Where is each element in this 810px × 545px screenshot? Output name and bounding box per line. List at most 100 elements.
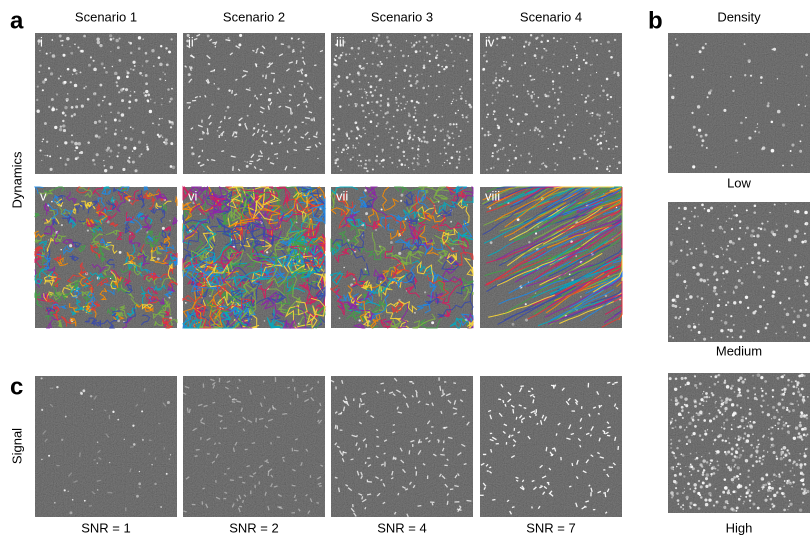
spot (708, 498, 711, 501)
spot (72, 499, 74, 501)
spot (778, 418, 780, 420)
spot (59, 128, 62, 131)
spot (395, 66, 397, 68)
spot (556, 40, 558, 42)
spot (65, 416, 67, 418)
spot (707, 303, 708, 304)
spot (743, 330, 746, 333)
spot (610, 56, 613, 59)
spot (566, 42, 567, 43)
spot (124, 439, 125, 440)
spot (608, 122, 611, 125)
spot (731, 453, 734, 456)
spot (712, 466, 715, 469)
spot (802, 396, 804, 398)
spot (567, 123, 569, 125)
spot (168, 458, 170, 460)
spot (48, 67, 50, 69)
spot (444, 147, 446, 149)
spot (468, 158, 470, 160)
spot (710, 473, 712, 475)
spot (400, 200, 402, 202)
spot (333, 86, 335, 88)
spot (395, 47, 396, 48)
spot (301, 84, 303, 86)
spot (776, 280, 779, 283)
spot (545, 166, 547, 168)
spot (453, 99, 454, 100)
spot (798, 375, 801, 378)
spot (727, 491, 730, 494)
spot (399, 93, 400, 94)
streak (398, 493, 399, 495)
spot (441, 116, 443, 118)
spot (119, 59, 122, 62)
spot (62, 112, 65, 115)
spot (375, 159, 378, 162)
spot (767, 102, 769, 104)
spot (511, 130, 513, 132)
spot (143, 92, 144, 93)
spot (271, 142, 273, 144)
spot (507, 80, 509, 82)
spot (745, 496, 747, 498)
spot (780, 457, 783, 460)
spot (727, 329, 729, 331)
spot (122, 88, 124, 90)
spot (744, 74, 746, 76)
spot (701, 204, 704, 207)
spot (75, 72, 77, 74)
spot (731, 447, 734, 450)
spot (417, 154, 418, 155)
spot (798, 432, 801, 435)
streak (444, 440, 445, 443)
spot (798, 388, 799, 389)
spot (528, 153, 530, 155)
spot (614, 39, 616, 41)
spot (47, 155, 49, 157)
spot (533, 93, 535, 95)
row-label: Signal (9, 428, 24, 464)
spot (386, 57, 387, 58)
spot (351, 80, 354, 83)
spot (547, 40, 549, 42)
spot (101, 62, 104, 65)
spot (159, 78, 161, 80)
spot (745, 315, 746, 316)
spot (675, 399, 678, 402)
spot (413, 44, 415, 46)
spot (376, 155, 378, 157)
spot (686, 496, 689, 499)
spot (792, 467, 793, 468)
spot (446, 160, 447, 161)
spot (413, 169, 414, 170)
spot (355, 58, 357, 60)
spot (606, 168, 608, 170)
spot (735, 444, 738, 447)
spot (788, 258, 789, 259)
spot (757, 439, 759, 441)
spot (771, 418, 772, 419)
spot (132, 161, 135, 164)
spot (696, 452, 697, 453)
spot (764, 380, 767, 383)
spot (779, 251, 780, 252)
spot (684, 491, 685, 492)
spot (777, 411, 779, 413)
spot (400, 103, 401, 104)
streak (467, 500, 472, 501)
spot (761, 148, 763, 150)
spot (680, 395, 683, 398)
spot (334, 162, 336, 164)
spot (157, 258, 160, 261)
spot (418, 102, 420, 104)
spot (390, 241, 393, 244)
spot (754, 130, 756, 132)
column-title: Scenario 3 (371, 9, 433, 24)
spot (127, 160, 130, 163)
image-panel (331, 187, 473, 328)
spot (779, 487, 782, 490)
spot (238, 123, 241, 126)
spot (757, 275, 760, 278)
spot (341, 151, 343, 153)
